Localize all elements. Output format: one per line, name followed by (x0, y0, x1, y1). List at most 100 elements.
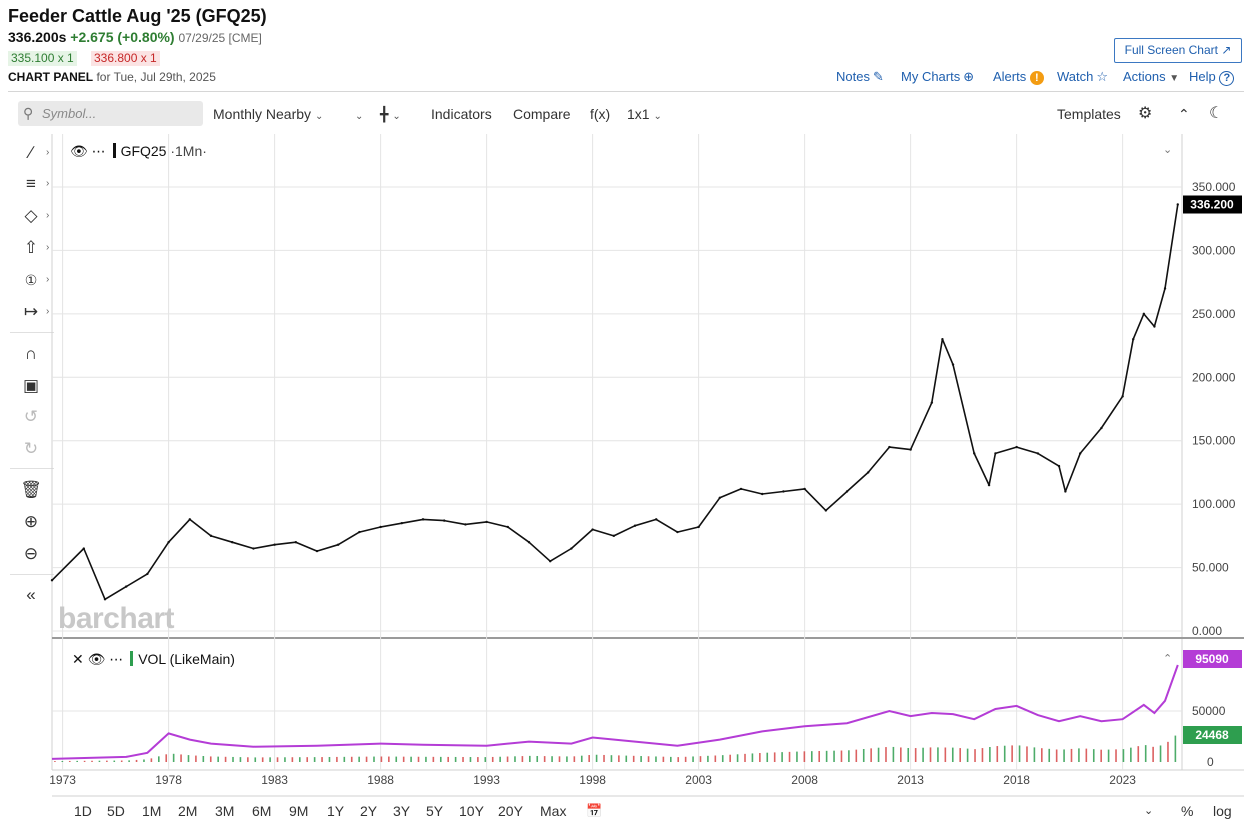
percent-scale-button[interactable]: % (1181, 803, 1194, 819)
timeframe-10y-button[interactable]: 10Y (459, 803, 484, 819)
main-legend: 👁 ⋯ GFQ25 ·1Mn· (70, 143, 207, 160)
compare-button[interactable]: Compare (513, 106, 571, 122)
volume-bar (128, 760, 130, 762)
quote-time: 07/29/25 [CME] (178, 31, 262, 45)
timeframe-2m-button[interactable]: 2M (178, 803, 198, 819)
volume-bar (395, 756, 398, 762)
my-charts-link[interactable]: My Charts ⊕ (901, 69, 974, 85)
last-price-tag (1183, 195, 1242, 214)
volume-bar (632, 755, 635, 762)
timeframe-9m-button[interactable]: 9M (289, 803, 309, 819)
watch-link[interactable]: Watch ☆ (1057, 69, 1108, 85)
collapse-up-icon[interactable]: ⌃ (1178, 106, 1190, 122)
collapse-left-icon[interactable]: « (26, 585, 36, 604)
volume-bar (870, 748, 872, 762)
question-icon: ? (1219, 71, 1235, 86)
panel-date: for Tue, Jul 29th, 2025 (96, 70, 216, 84)
redo-icon[interactable]: ↻ (23, 439, 39, 458)
chevron-down-icon[interactable]: ⌄ (1144, 805, 1154, 817)
header-divider (8, 91, 1244, 92)
notes-link[interactable]: Notes ✎ (836, 69, 884, 85)
timeframe-1d-button[interactable]: 1D (74, 803, 92, 819)
volume-bar (68, 760, 71, 762)
ask-badge: 336.800 x 1 (91, 51, 160, 66)
volume-bar (595, 754, 598, 762)
zoom-in-icon[interactable]: ⊕ (23, 512, 39, 531)
actions-menu[interactable]: Actions ▼ (1123, 69, 1179, 84)
price-tick-label: 150.000 (1192, 434, 1236, 448)
line-tool-icon[interactable]: ∕ › (29, 143, 50, 162)
magnet-icon[interactable]: ∩ (24, 344, 38, 363)
volume-bar (388, 756, 390, 762)
fx-button[interactable]: f(x) (590, 106, 611, 122)
volume-bar (261, 757, 264, 762)
price-point (824, 509, 828, 512)
unlock-icon[interactable]: ▣ (22, 376, 40, 395)
price-point (941, 338, 944, 341)
timeframe-3y-button[interactable]: 3Y (393, 803, 411, 819)
help-link[interactable]: Help ? (1189, 69, 1235, 86)
bar-type-select[interactable]: ╋ ⌄ (380, 106, 401, 123)
price-point (103, 598, 107, 601)
chevron-up-icon[interactable]: ⌃ (1163, 653, 1173, 665)
dark-mode-moon-icon[interactable]: ☾ (1209, 105, 1224, 122)
close-icon[interactable]: ✕ (72, 651, 84, 667)
volume-bar (484, 757, 487, 762)
symbol-input[interactable] (18, 101, 203, 126)
volume-bar (729, 754, 731, 762)
shapes-tool-icon[interactable]: ◇ › (24, 206, 50, 225)
timeframe-20y-button[interactable]: 20Y (498, 803, 523, 819)
measure-tool-icon[interactable]: ↦ › (23, 302, 50, 321)
volume-bar (1078, 748, 1080, 762)
timeframe-3m-button[interactable]: 3M (215, 803, 235, 819)
price-point (994, 452, 997, 455)
annotation-tool-icon[interactable]: ① › (24, 272, 50, 288)
eye-icon[interactable]: 👁 (70, 143, 88, 159)
timeframe-1y-button[interactable]: 1Y (327, 803, 345, 819)
volume-bar (454, 756, 457, 762)
timeframe-5d-button[interactable]: 5D (107, 803, 125, 819)
log-scale-button[interactable]: log (1213, 803, 1232, 819)
settings-gear-icon[interactable]: ⚙ (1138, 105, 1153, 122)
arrow-tool-icon[interactable]: ⇧ › (23, 238, 50, 257)
chart-type-select[interactable]: ⌄ (355, 106, 363, 122)
templates-button[interactable]: Templates (1057, 106, 1121, 122)
volume-bar (365, 756, 368, 762)
price-point (379, 525, 382, 529)
drawing-toolbar: ∕ › ≡ › ◇ › ⇧ › ① › ↦ › ∩ ▣ ↺ ↻ 🗑 ⊕ ⊖ « (10, 134, 54, 624)
volume-bar (588, 755, 590, 762)
period-select[interactable]: Monthly Nearby ⌄ (213, 106, 323, 122)
volume-bar (818, 750, 821, 762)
alerts-link[interactable]: Alerts ! (993, 69, 1044, 85)
eye-icon[interactable]: 👁 (87, 651, 106, 667)
timeframe-1m-button[interactable]: 1M (142, 803, 162, 819)
price-line (51, 204, 1179, 601)
timeframe-5y-button[interactable]: 5Y (426, 803, 444, 819)
volume-line (51, 664, 1179, 760)
volume-bar (1167, 741, 1169, 762)
zoom-out-icon[interactable]: ⊖ (23, 544, 39, 563)
volume-bar (195, 755, 197, 762)
calendar-icon[interactable]: 📅 (586, 803, 603, 818)
volume-bar (751, 753, 754, 762)
fib-tool-icon[interactable]: ≡ › (26, 174, 50, 193)
more-dots-icon[interactable]: ⋯ (109, 651, 124, 667)
volume-bar (618, 755, 620, 762)
year-tick-label: 1988 (367, 773, 394, 787)
indicators-button[interactable]: Indicators (431, 106, 492, 122)
volume-bar (284, 757, 286, 762)
layout-select[interactable]: 1x1 ⌄ (627, 106, 662, 122)
timeframe-6m-button[interactable]: 6M (252, 803, 272, 819)
timeframe-2y-button[interactable]: 2Y (360, 803, 378, 819)
timeframe-max-button[interactable]: Max (540, 803, 567, 819)
full-screen-chart-button[interactable]: Full Screen Chart ↗ (1114, 38, 1242, 63)
chevron-down-icon[interactable]: ⌄ (1163, 144, 1173, 156)
price-point (1153, 325, 1156, 328)
more-dots-icon[interactable]: ⋯ (91, 143, 106, 159)
trash-icon[interactable]: 🗑 (20, 480, 42, 499)
toolbar-divider (10, 574, 54, 575)
undo-icon[interactable]: ↺ (23, 407, 39, 426)
volume-bar (224, 756, 227, 762)
volume-bar (1107, 749, 1110, 762)
